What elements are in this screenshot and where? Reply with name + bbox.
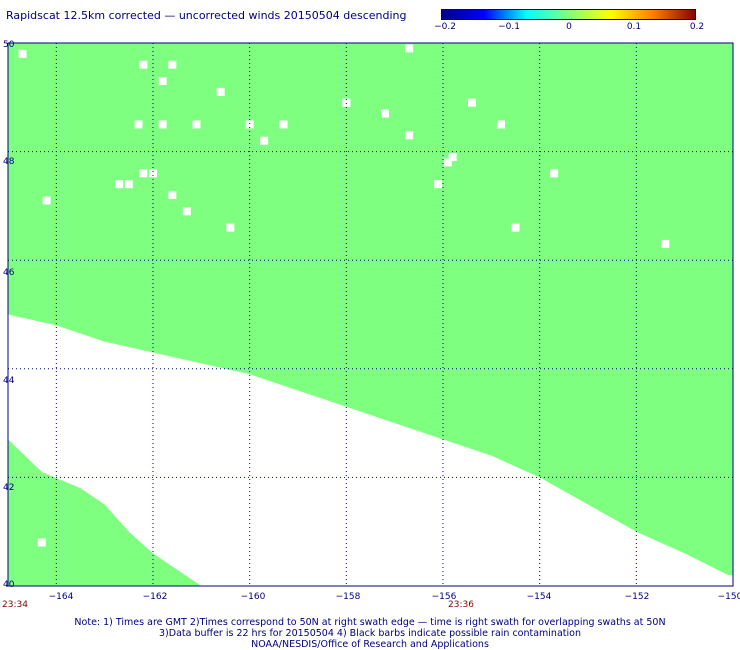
data-gap xyxy=(443,158,452,167)
data-gap xyxy=(139,60,148,69)
colorbar-label: −0.1 xyxy=(498,22,520,32)
data-gap xyxy=(158,77,167,86)
data-gap xyxy=(124,180,133,189)
swath-coverage-lower xyxy=(8,439,202,586)
colorbar-label: 0.1 xyxy=(626,22,642,32)
lon-label: −164 xyxy=(48,592,74,602)
map-frame xyxy=(7,42,734,587)
time-label: 23:36 xyxy=(448,600,474,610)
footnote-line: NOAA/NESDIS/Office of Research and Appli… xyxy=(251,639,489,650)
footnote-line: 3)Data buffer is 22 hrs for 20150504 4) … xyxy=(159,628,581,639)
data-gap xyxy=(37,538,46,547)
footnote-line: Note: 1) Times are GMT 2)Times correspon… xyxy=(74,617,666,628)
colorbar-label: 0.2 xyxy=(689,22,705,32)
lat-label: 40 xyxy=(3,580,15,590)
data-gap xyxy=(405,44,414,53)
time-label: 23:34 xyxy=(2,600,28,610)
data-gap xyxy=(18,49,27,58)
data-gap xyxy=(149,169,157,178)
data-gap xyxy=(115,180,124,189)
data-gap xyxy=(279,120,288,129)
lon-label: −160 xyxy=(240,592,266,602)
colorbar-label: 0 xyxy=(566,22,572,32)
data-gap xyxy=(550,169,559,178)
data-gap xyxy=(245,120,254,129)
lat-label: 48 xyxy=(3,157,15,167)
colorbar-label: −0.2 xyxy=(434,22,456,32)
lon-label: −162 xyxy=(142,592,168,602)
lon-label: −150 xyxy=(717,592,740,602)
data-gap xyxy=(260,136,269,145)
data-gap xyxy=(139,169,148,178)
colorbar xyxy=(441,9,696,20)
data-gap xyxy=(342,98,351,107)
data-gap xyxy=(405,131,414,140)
data-gap xyxy=(134,120,143,129)
data-gap xyxy=(497,120,505,129)
data-gap xyxy=(448,153,457,162)
data-gap xyxy=(168,191,177,200)
lon-label: −154 xyxy=(526,592,552,602)
data-gap xyxy=(216,87,225,96)
data-gap xyxy=(158,120,167,129)
lat-label: 50 xyxy=(3,40,15,50)
data-gap xyxy=(226,223,235,232)
data-gap xyxy=(381,109,389,118)
lon-label: −156 xyxy=(431,592,457,602)
footnotes: Note: 1) Times are GMT 2)Times correspon… xyxy=(0,617,740,650)
lat-label: 44 xyxy=(3,376,15,386)
lon-label: −152 xyxy=(624,592,650,602)
data-gap xyxy=(182,207,191,216)
data-gap xyxy=(511,223,520,232)
data-gap xyxy=(661,239,670,248)
map-title: Rapidscat 12.5km corrected — uncorrected… xyxy=(6,9,407,22)
wind-difference-map xyxy=(7,42,734,587)
data-gap xyxy=(192,120,201,129)
data-gap xyxy=(468,98,476,107)
data-gap xyxy=(42,196,51,205)
data-gap xyxy=(168,60,177,69)
data-gap xyxy=(434,180,443,189)
lon-label: −158 xyxy=(335,592,361,602)
lat-label: 42 xyxy=(3,483,15,493)
lat-label: 46 xyxy=(3,268,15,278)
swath-coverage xyxy=(8,43,733,576)
